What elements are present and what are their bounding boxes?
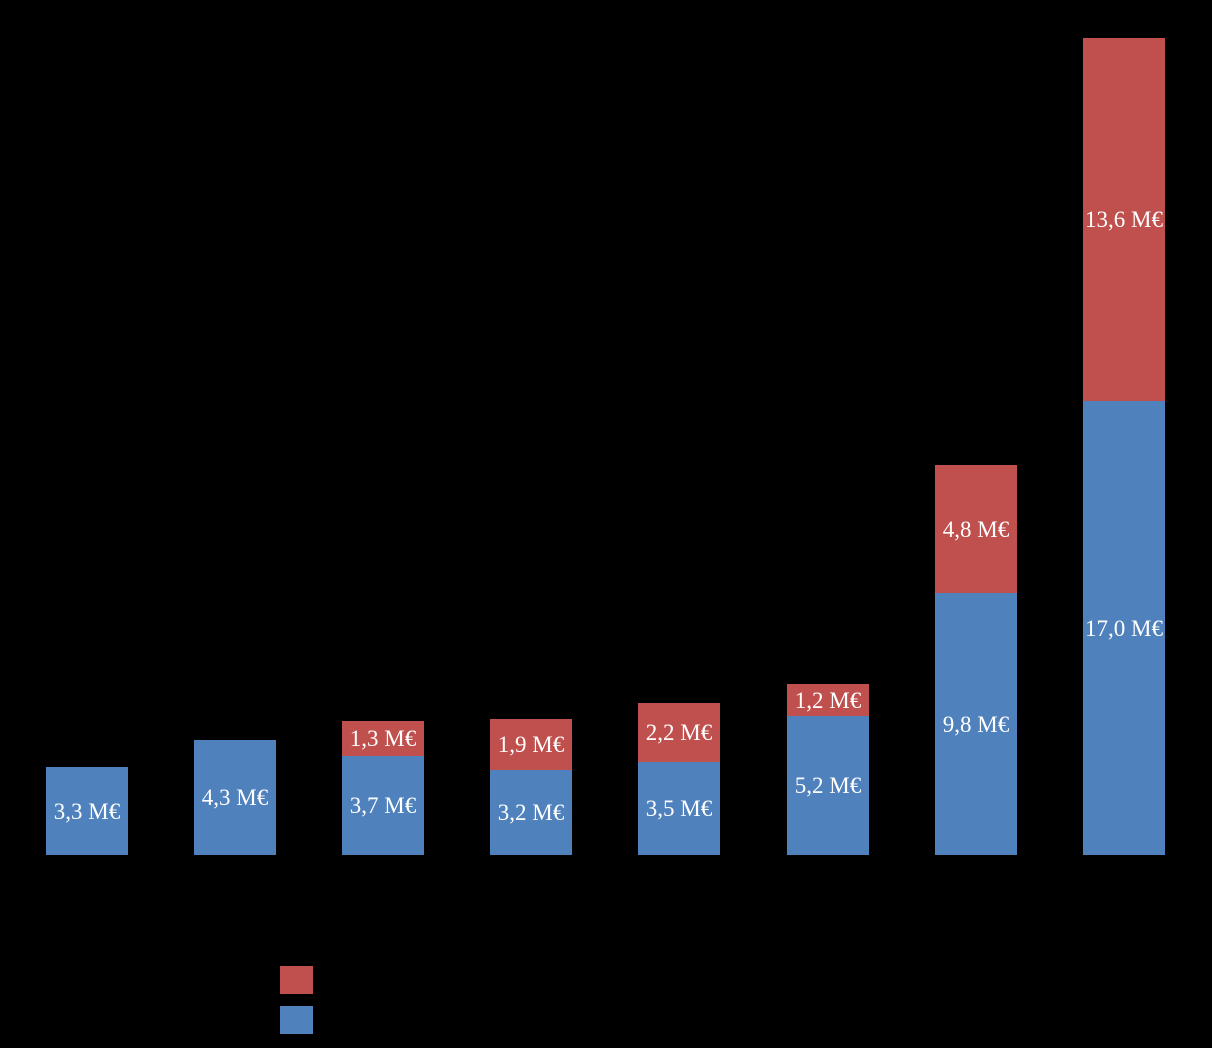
bar-value-label: 3,5 M€ <box>645 796 713 821</box>
red-top-series-segment: 4,8 M€ <box>935 465 1017 593</box>
bar-value-label: 1,9 M€ <box>497 732 565 757</box>
blue-bottom-series-segment: 3,3 M€ <box>46 767 128 855</box>
legend-entry-red <box>280 966 313 994</box>
legend-swatch-blue <box>280 1006 313 1034</box>
bar-value-label: 1,3 M€ <box>349 726 417 751</box>
bar-value-label: 2,2 M€ <box>645 720 713 745</box>
legend-swatch-red <box>280 966 313 994</box>
bar-value-label: 5,2 M€ <box>794 773 862 798</box>
blue-bottom-series-segment: 3,5 M€ <box>638 762 720 855</box>
bar-value-label: 3,3 M€ <box>53 798 121 824</box>
bar-value-label: 17,0 M€ <box>1085 615 1163 641</box>
blue-bottom-series-segment: 17,0 M€ <box>1083 401 1165 855</box>
bar-value-label: 3,2 M€ <box>497 800 565 825</box>
blue-bottom-series-segment: 3,2 M€ <box>490 770 572 855</box>
bar-value-label: 13,6 M€ <box>1085 207 1163 232</box>
blue-bottom-series-segment: 4,3 M€ <box>194 740 276 855</box>
red-top-series-segment: 2,2 M€ <box>638 703 720 762</box>
blue-bottom-series-segment: 3,7 M€ <box>342 756 424 855</box>
blue-bottom-series-segment: 5,2 M€ <box>787 716 869 855</box>
bar-value-label: 4,8 M€ <box>942 516 1010 542</box>
blue-bottom-series-segment: 9,8 M€ <box>935 593 1017 855</box>
red-top-series-segment: 1,3 M€ <box>342 721 424 756</box>
red-top-series-segment: 1,2 M€ <box>787 684 869 716</box>
red-top-series-segment: 13,6 M€ <box>1083 38 1165 401</box>
red-top-series-segment: 1,9 M€ <box>490 719 572 770</box>
legend-entry-blue <box>280 1006 313 1034</box>
bar-value-label: 9,8 M€ <box>942 711 1010 737</box>
bar-value-label: 4,3 M€ <box>201 785 269 810</box>
bar-value-label: 3,7 M€ <box>349 793 417 818</box>
legend <box>280 966 680 1036</box>
bar-value-label: 1,2 M€ <box>794 687 862 713</box>
